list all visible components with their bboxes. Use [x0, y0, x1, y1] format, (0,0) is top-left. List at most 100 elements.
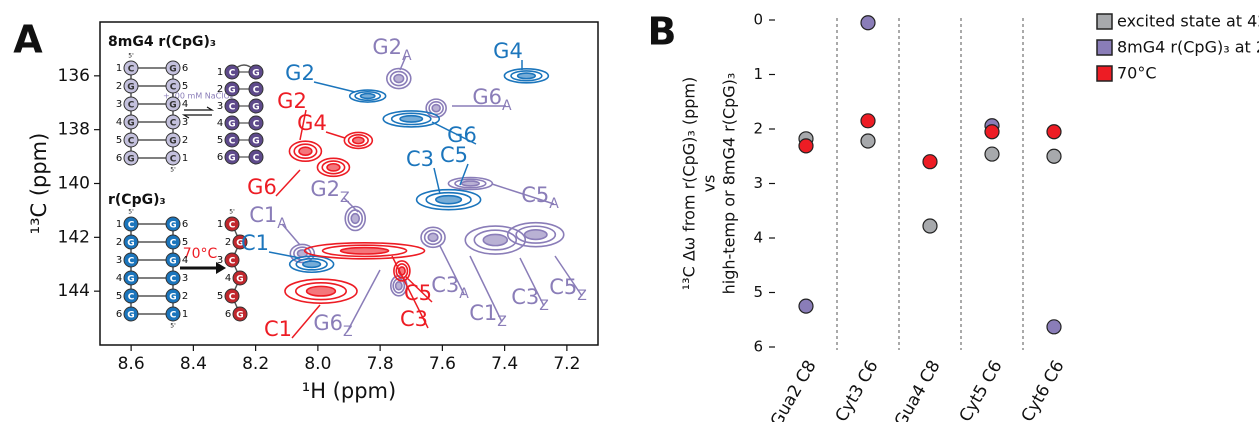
peak-contour — [393, 260, 411, 282]
base-letter: C — [128, 221, 135, 231]
peak-annotation: C1Z — [469, 301, 507, 330]
peak-contour — [392, 277, 406, 294]
prime-label: 5' — [170, 167, 176, 174]
base-letter: G — [169, 257, 176, 267]
base — [165, 306, 181, 322]
dot — [798, 138, 814, 154]
base — [165, 60, 181, 76]
annotation-leader — [313, 81, 356, 93]
annotation-leader — [469, 255, 503, 323]
base-letter: C — [229, 257, 236, 267]
legend-swatch — [1096, 39, 1113, 56]
base — [224, 216, 240, 232]
y-axis-label: ¹³C (ppm) — [27, 133, 51, 235]
peak-annotation: C5A — [521, 183, 559, 212]
base — [232, 234, 248, 250]
annotation-text: G6 — [472, 85, 502, 109]
base-number: 2 — [182, 291, 188, 302]
annotation-text: C5 — [549, 275, 577, 299]
peak-contour — [316, 157, 351, 178]
peak-annotation: G2 — [285, 61, 315, 85]
annotation-text: C3 — [400, 307, 428, 331]
base — [248, 115, 264, 131]
base — [224, 81, 240, 97]
base — [165, 252, 181, 268]
x-tick-label: 8.4 — [180, 354, 207, 374]
peak-contour — [293, 143, 318, 159]
annotation-text: C3 — [511, 285, 539, 309]
prime-label: 5' — [128, 209, 134, 216]
peak-annotation: C3 — [400, 307, 428, 331]
peak-contour — [503, 68, 550, 84]
base — [123, 288, 139, 304]
base-letter: G — [228, 120, 235, 130]
base-letter: C — [229, 221, 236, 231]
peak-contour — [510, 70, 543, 82]
peak-contour — [464, 225, 527, 255]
annotation-subscript: Z — [340, 190, 350, 206]
base-number: 3 — [182, 273, 188, 284]
annotation-text: G2 — [277, 89, 307, 113]
peak-contour — [473, 229, 518, 251]
annotation-leader — [399, 55, 407, 71]
peak-contour — [321, 160, 346, 175]
y-tick-label: 1 — [753, 65, 763, 83]
annotation-leader — [281, 223, 301, 246]
peak-annotation: G2A — [372, 35, 412, 64]
base-number: 1 — [217, 219, 223, 230]
peak-contour — [359, 92, 376, 100]
legend-swatch — [1096, 65, 1113, 82]
peak-contour — [354, 91, 382, 102]
y-axis-label: high-temp or 8mG4 r(CpG)₃ — [720, 73, 739, 295]
base-number: 4 — [182, 255, 188, 266]
base-letter: G — [127, 155, 134, 165]
peak-contour — [482, 233, 509, 247]
x-tick-label: Cyt6 C6 — [1018, 357, 1069, 422]
base-letter: G — [127, 239, 134, 249]
base — [224, 132, 240, 148]
base-number: 6 — [116, 153, 122, 164]
base — [224, 98, 240, 114]
annotation-subscript: A — [459, 286, 469, 302]
annotation-text: C3 — [431, 273, 459, 297]
annotation-leader — [554, 255, 583, 297]
peak-contour — [460, 180, 480, 187]
annotation-subscript: A — [549, 196, 559, 212]
base-number: 3 — [217, 101, 223, 112]
base-letter: G — [252, 103, 259, 113]
dot — [984, 124, 1000, 140]
base — [165, 234, 181, 250]
base-letter: G — [228, 86, 235, 96]
base-letter: G — [169, 101, 176, 111]
chart-a: 8.6 8.4 8.2 8.0 7.8 7.6 7.4 7.2136138140142144¹… — [27, 35, 587, 403]
y-tick-label: 3 — [753, 174, 763, 192]
base — [123, 150, 139, 166]
annotation-text: G2 — [310, 177, 340, 201]
base-letter: C — [229, 293, 236, 303]
legend-label: 70°C — [1117, 64, 1157, 83]
annotation-leader — [519, 257, 545, 307]
base — [224, 288, 240, 304]
annotation-leader — [459, 163, 469, 186]
peak-annotation: G6 — [247, 175, 277, 199]
prime-label: 5' — [128, 53, 134, 60]
base — [165, 78, 181, 94]
peak-contour — [302, 260, 322, 269]
annotation-text: C1 — [241, 231, 269, 255]
dot — [798, 298, 814, 314]
base-letter: G — [127, 311, 134, 321]
peak-contour — [288, 140, 323, 162]
peak-annotation: C5 — [440, 143, 468, 167]
annotation-text: G4 — [297, 111, 327, 135]
peak-contour — [431, 103, 441, 113]
peak-contour — [303, 241, 426, 260]
equilibrium-arrows — [181, 106, 215, 119]
dot — [1046, 124, 1062, 140]
peak-contour — [435, 194, 463, 205]
panel-label: A — [13, 18, 43, 62]
base-letter: G — [252, 137, 259, 147]
peak-contour — [294, 281, 347, 301]
base-letter: G — [236, 275, 243, 285]
peak-contour — [423, 229, 443, 246]
base-number: 4 — [116, 273, 122, 284]
